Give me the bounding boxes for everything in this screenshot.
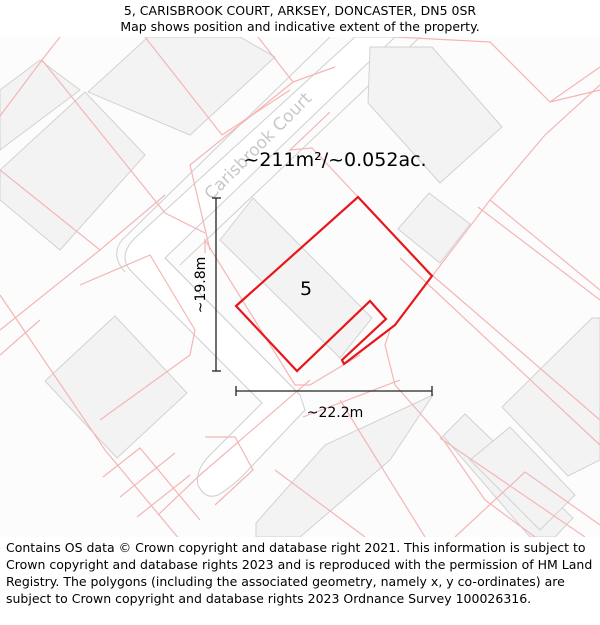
building <box>87 37 276 136</box>
plot-number-label: 5 <box>300 278 312 300</box>
building <box>367 46 503 184</box>
width-measurement: ~22.2m <box>235 386 433 421</box>
building <box>469 426 576 531</box>
parcel-boundaries <box>0 37 600 537</box>
property-boundary-polygon[interactable] <box>234 195 434 373</box>
subject-property[interactable] <box>234 195 434 373</box>
map-canvas: Carisbrook Court 5 ~211m²/~0.052ac. ~19.… <box>0 37 600 537</box>
building <box>44 315 188 459</box>
building <box>255 393 435 537</box>
map-header: 5, CARISBROOK COURT, ARKSEY, DONCASTER, … <box>0 0 600 38</box>
area-label: ~211m²/~0.052ac. <box>243 149 426 171</box>
building <box>0 91 146 251</box>
property-address-title: 5, CARISBROOK COURT, ARKSEY, DONCASTER, … <box>123 3 477 18</box>
building <box>219 197 373 359</box>
map-subtitle: Map shows position and indicative extent… <box>120 19 480 34</box>
height-measure-label: ~19.8m <box>193 257 209 314</box>
height-measurement: ~19.8m <box>193 197 221 372</box>
property-map[interactable]: Carisbrook Court 5 ~211m²/~0.052ac. ~19.… <box>0 37 600 537</box>
building <box>397 192 471 264</box>
width-measure-label: ~22.2m <box>307 405 364 421</box>
copyright-notice: Contains OS data © Crown copyright and d… <box>6 540 593 606</box>
building <box>501 317 600 477</box>
